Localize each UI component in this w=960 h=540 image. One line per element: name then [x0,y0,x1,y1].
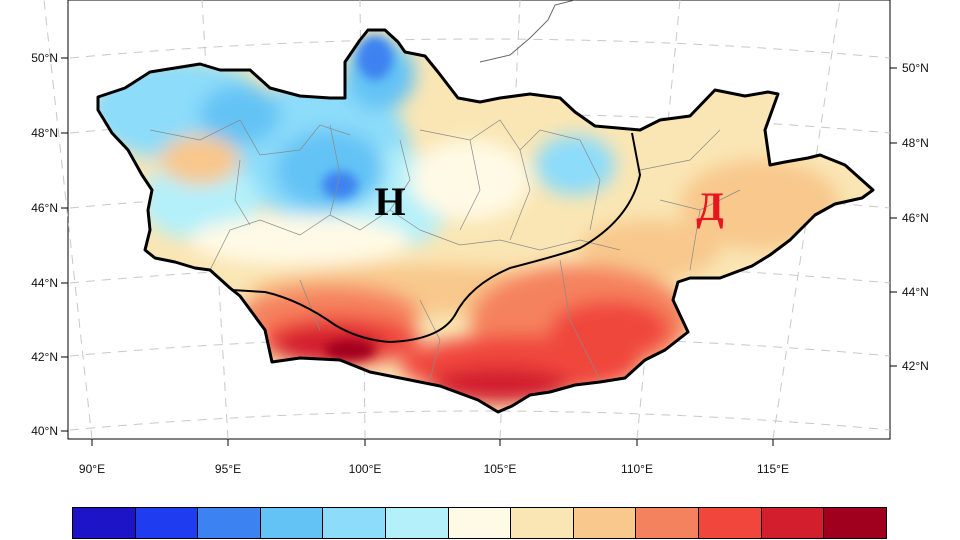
colorbar-swatch [761,508,825,538]
region-divider-line [231,132,642,344]
region-label-east: Д [696,184,724,229]
lat-tick-label-right: 44°N [902,285,929,299]
lon-tick-label: 110°E [621,462,653,476]
colorbar-swatch [636,508,700,538]
lat-tick-label-left: 46°N [31,201,58,215]
colorbar-swatch [511,508,574,538]
lat-tick-label-right: 46°N [902,211,929,225]
lat-tick-label-left: 42°N [31,350,58,364]
lat-tick-label-right: 50°N [902,61,929,75]
lon-tick-label: 90°E [79,462,105,476]
lat-ticks-left: 40°N 42°N 44°N 46°N 48°N 50°N [31,51,68,438]
lat-tick-label-left: 50°N [31,51,58,65]
colorbar-swatch [198,508,261,538]
region-label-west: Н [374,179,405,224]
colorbar-swatch [135,508,199,538]
colorbar-swatch [260,508,324,538]
lat-tick-label-left: 44°N [31,276,58,290]
lon-tick-label: 115°E [757,462,789,476]
lat-tick-label-left: 48°N [31,126,58,140]
colorbar [72,507,887,539]
lon-tick-label: 95°E [215,462,241,476]
colorbar-swatch [573,508,637,538]
colorbar-swatch [386,508,449,538]
colorbar-swatch [448,508,512,538]
lon-ticks: 90°E 95°E 100°E 105°E 110°E 115°E [79,439,789,476]
lon-tick-label: 105°E [484,462,517,476]
colorbar-swatch [323,508,387,538]
lat-ticks-right: 42°N 44°N 46°N 48°N 50°N [890,61,929,373]
lat-tick-label-right: 48°N [902,136,929,150]
russia-border-line [479,0,576,63]
colorbar-swatch [73,508,136,538]
lat-tick-label-left: 40°N [31,424,58,438]
colorbar-swatch [699,508,762,538]
lat-tick-label-right: 42°N [902,359,929,373]
colorbar-swatch [824,508,886,538]
lon-tick-label: 100°E [349,462,382,476]
province-boundaries [149,119,741,381]
